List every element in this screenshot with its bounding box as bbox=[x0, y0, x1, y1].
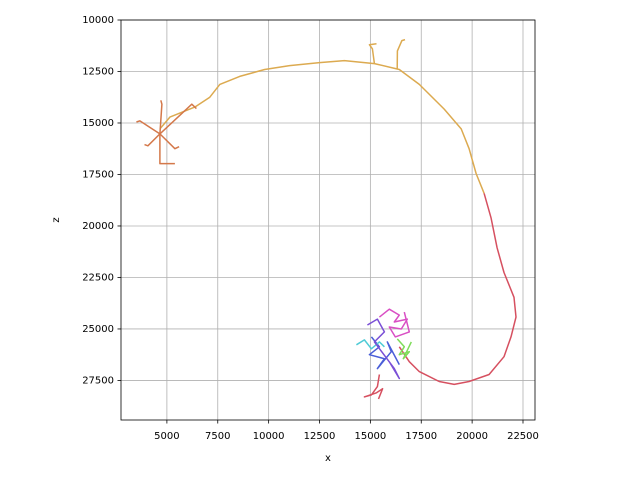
skeleton-line bbox=[398, 193, 517, 386]
y-tick-label: 20000 bbox=[82, 221, 114, 232]
skeleton-line bbox=[396, 338, 412, 360]
x-tick-label: 12500 bbox=[304, 431, 336, 442]
x-tick-label: 15000 bbox=[354, 431, 386, 442]
axes-frame bbox=[120, 19, 536, 421]
y-tick-label: 25000 bbox=[82, 324, 114, 335]
skeleton-line bbox=[159, 100, 163, 134]
skeleton-line bbox=[159, 59, 485, 194]
y-tick-label: 22500 bbox=[82, 272, 114, 283]
y-tick-label: 17500 bbox=[82, 169, 114, 180]
x-tick-label: 7500 bbox=[205, 431, 230, 442]
skeleton-line bbox=[144, 133, 161, 147]
y-tick-label: 15000 bbox=[82, 118, 114, 129]
x-tick-label: 22500 bbox=[507, 431, 539, 442]
skeleton-line bbox=[368, 42, 377, 64]
skeleton-line bbox=[378, 308, 411, 338]
x-axis-label: x bbox=[325, 453, 331, 464]
y-tick-label: 27500 bbox=[82, 375, 114, 386]
ticks: 5000 7500 10000 12500 15000 17500 20000 22500 10… bbox=[82, 15, 539, 442]
x-tick-label: 20000 bbox=[456, 431, 488, 442]
y-tick-label: 10000 bbox=[82, 15, 114, 26]
y-axis-label: z bbox=[51, 217, 62, 222]
skeleton-line bbox=[368, 336, 400, 370]
skeleton-line bbox=[356, 339, 385, 350]
skeleton-line bbox=[159, 103, 197, 135]
skeleton-line bbox=[136, 120, 161, 135]
x-tick-label: 5000 bbox=[154, 431, 179, 442]
skeleton-line bbox=[159, 133, 175, 165]
skeleton-line bbox=[159, 133, 180, 150]
x-tick-label: 17500 bbox=[405, 431, 437, 442]
x-tick-label: 10000 bbox=[253, 431, 285, 442]
skeleton-line bbox=[396, 38, 406, 70]
y-tick-label: 12500 bbox=[82, 66, 114, 77]
skeleton-line bbox=[363, 374, 384, 400]
plot-lines bbox=[136, 38, 517, 400]
skeleton-line bbox=[367, 318, 401, 380]
